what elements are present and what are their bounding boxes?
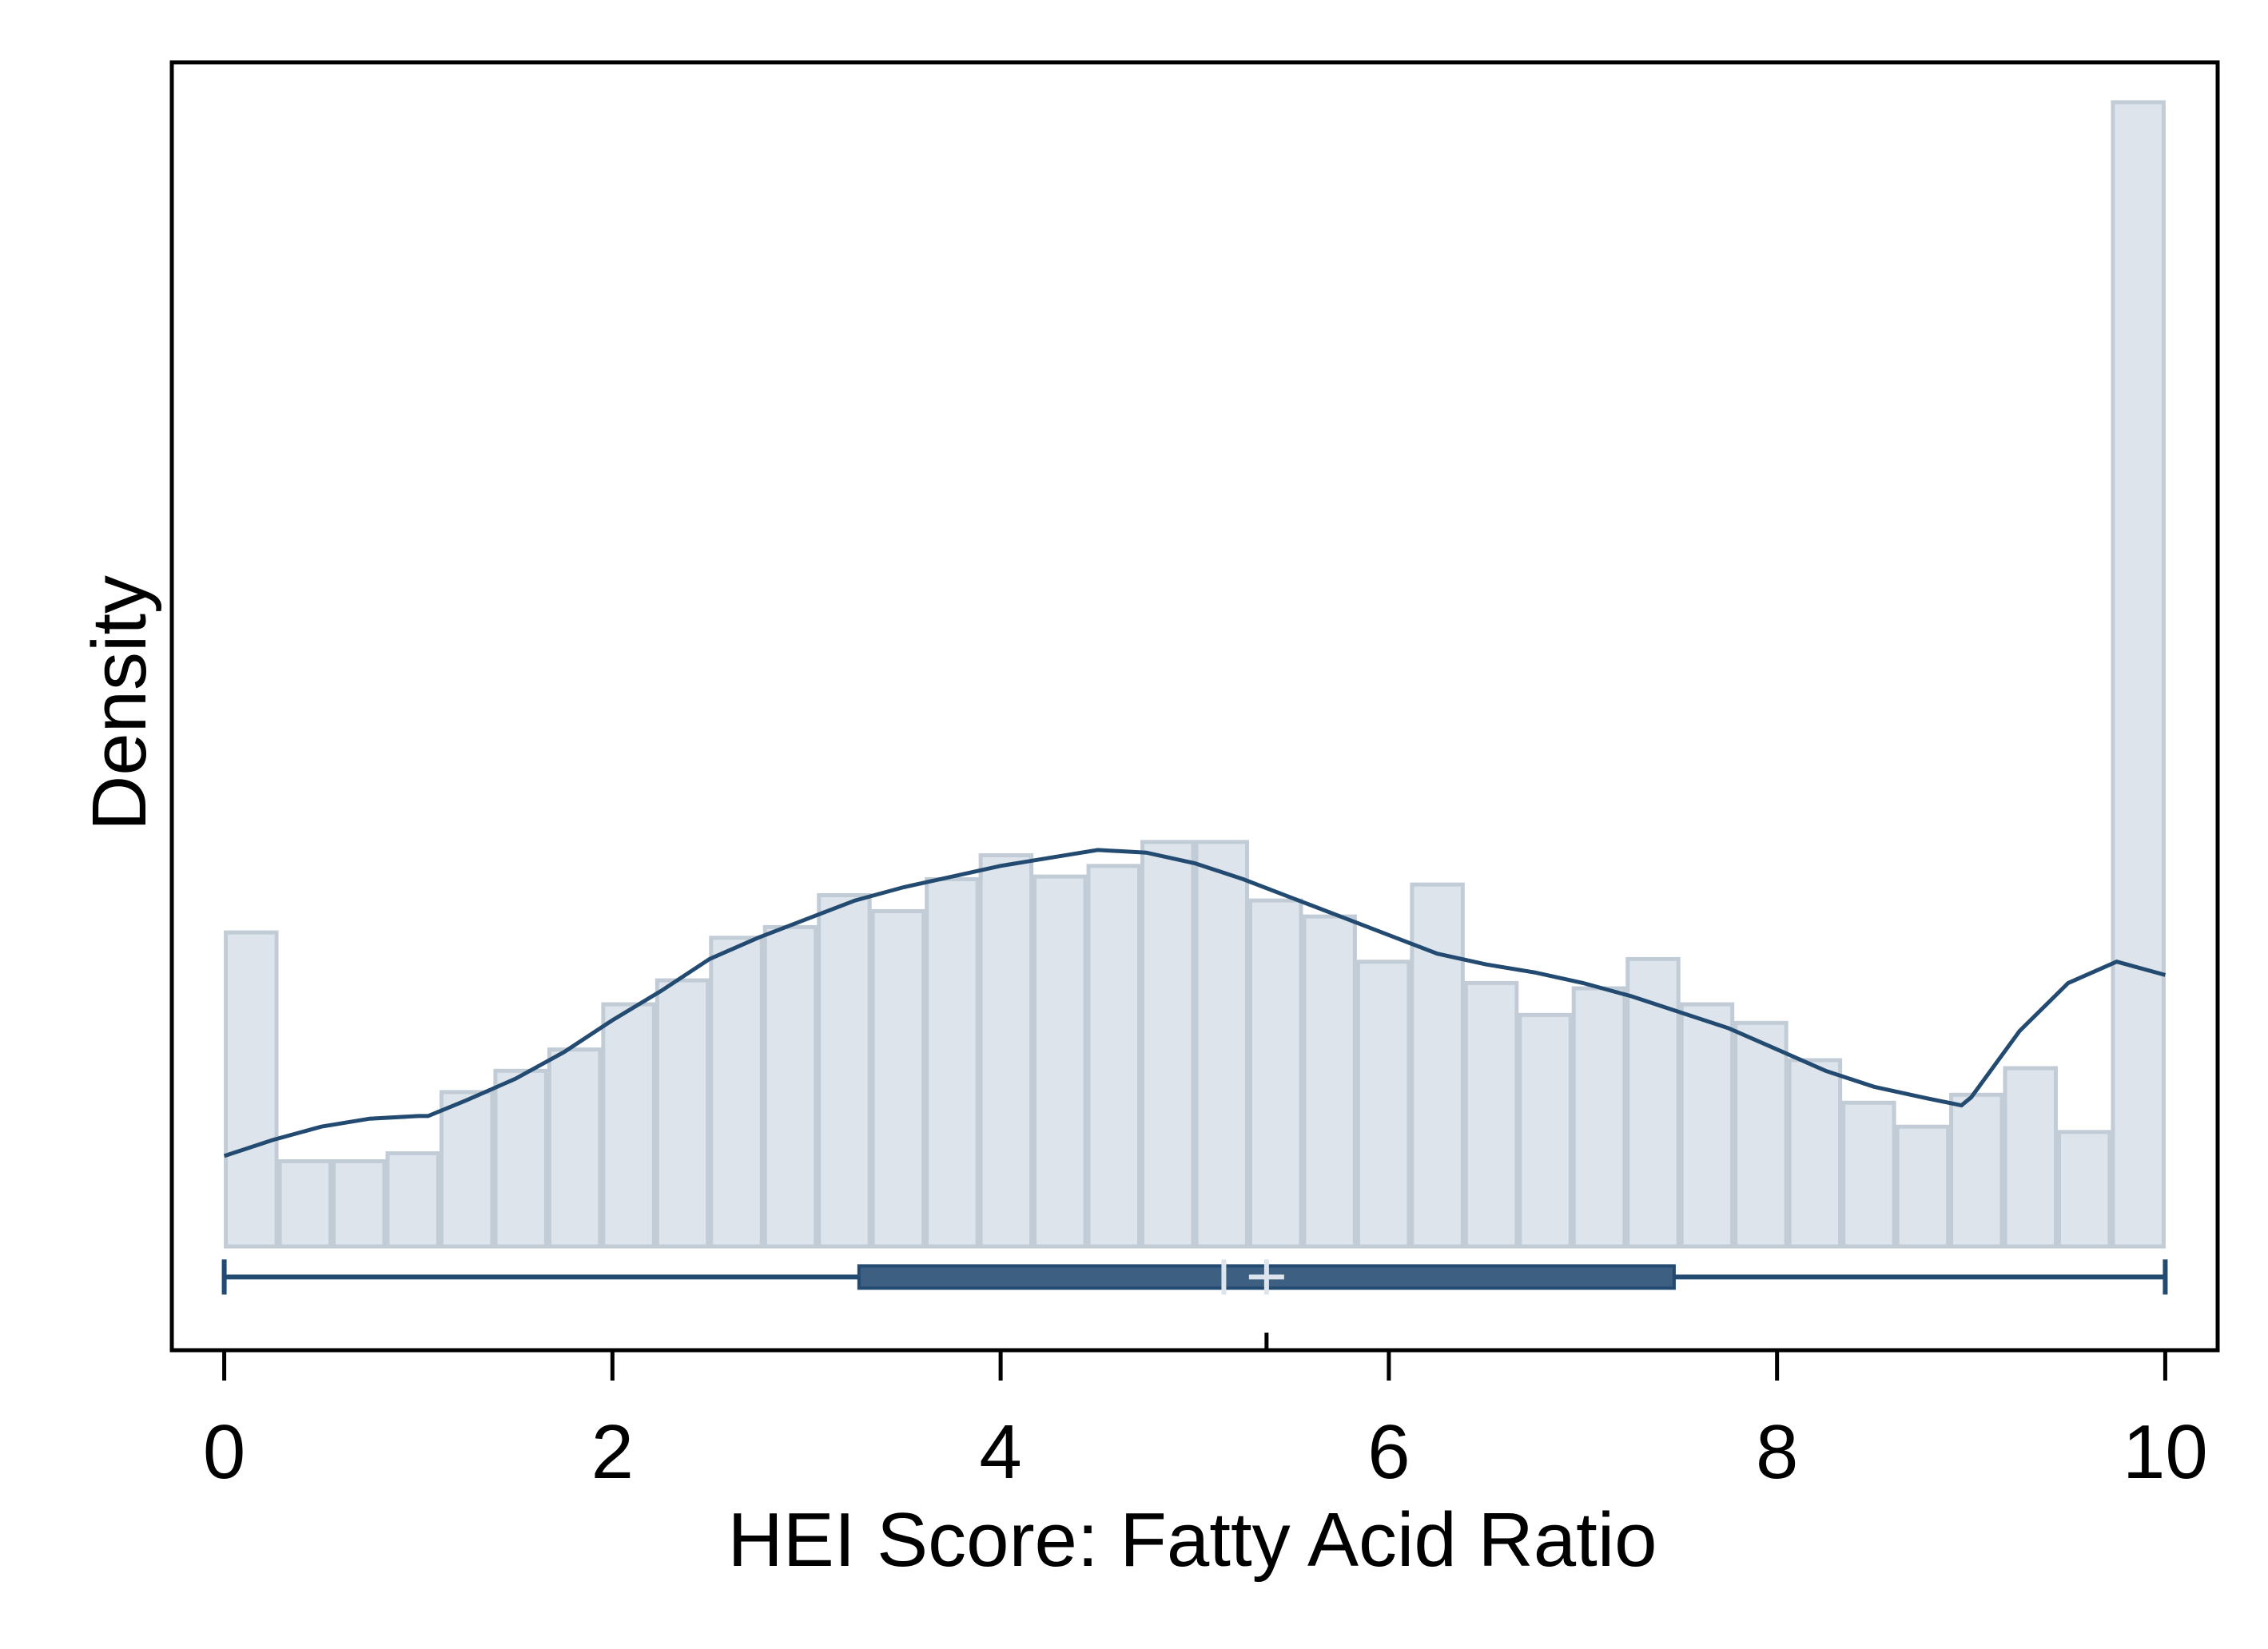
histogram-bar xyxy=(1679,1002,1735,1249)
histogram-bar xyxy=(1033,874,1088,1249)
x-tick-label: 10 xyxy=(2123,1409,2208,1495)
density-curve xyxy=(223,848,2167,1158)
x-tick-label: 2 xyxy=(591,1409,634,1495)
histogram-bar xyxy=(870,908,926,1249)
x-tick-label: 8 xyxy=(1756,1409,1798,1495)
histogram-bar xyxy=(547,1047,603,1249)
histogram-bar xyxy=(1518,1012,1573,1249)
histogram-bar xyxy=(1895,1124,1951,1249)
histogram-bar xyxy=(1571,986,1627,1249)
histogram-bar xyxy=(709,936,764,1249)
histogram-bar xyxy=(1410,882,1465,1249)
histogram-bar xyxy=(1302,914,1357,1249)
histogram-bar xyxy=(925,876,980,1249)
histogram-bar xyxy=(601,1002,656,1249)
histogram-bar xyxy=(493,1068,548,1249)
histogram-bar xyxy=(1140,840,1196,1249)
histogram-bar xyxy=(1247,898,1303,1249)
histogram-bar xyxy=(762,924,818,1249)
x-tick-label: 0 xyxy=(203,1409,245,1495)
histogram-bar xyxy=(332,1159,387,1249)
histogram-bar xyxy=(277,1159,333,1249)
histogram-bar xyxy=(1949,1092,2004,1249)
histogram-bar xyxy=(655,978,710,1249)
histogram-bar xyxy=(1355,960,1411,1249)
histogram-bar xyxy=(439,1090,495,1249)
histogram-bar xyxy=(2111,100,2166,1249)
histogram-bar xyxy=(1194,840,1249,1249)
histogram-bar xyxy=(1463,980,1519,1249)
x-axis-ticks: 0 2 4 6 8 10 xyxy=(203,1350,2208,1495)
histogram-bar xyxy=(2003,1066,2058,1249)
histogram-bar xyxy=(978,853,1034,1249)
x-tick-label: 6 xyxy=(1367,1409,1410,1495)
histogram-bar xyxy=(385,1151,440,1249)
histogram-bar xyxy=(1787,1058,1843,1249)
plot-frame xyxy=(169,60,2220,1353)
y-axis-label: Density xyxy=(77,575,162,831)
histogram-bar xyxy=(817,892,872,1249)
x-tick-label: 4 xyxy=(979,1409,1021,1495)
summary-boxplot xyxy=(221,1259,2168,1350)
x-axis-label: HEI Score: Fatty Acid Ratio xyxy=(727,1497,1657,1583)
histogram-bar xyxy=(1086,864,1142,1249)
histogram-bar xyxy=(1733,1020,1789,1249)
histogram-bars xyxy=(224,100,2166,1249)
histogram-bar xyxy=(2056,1130,2112,1249)
histogram-bar xyxy=(224,930,279,1249)
histogram-bar xyxy=(1841,1100,1896,1249)
